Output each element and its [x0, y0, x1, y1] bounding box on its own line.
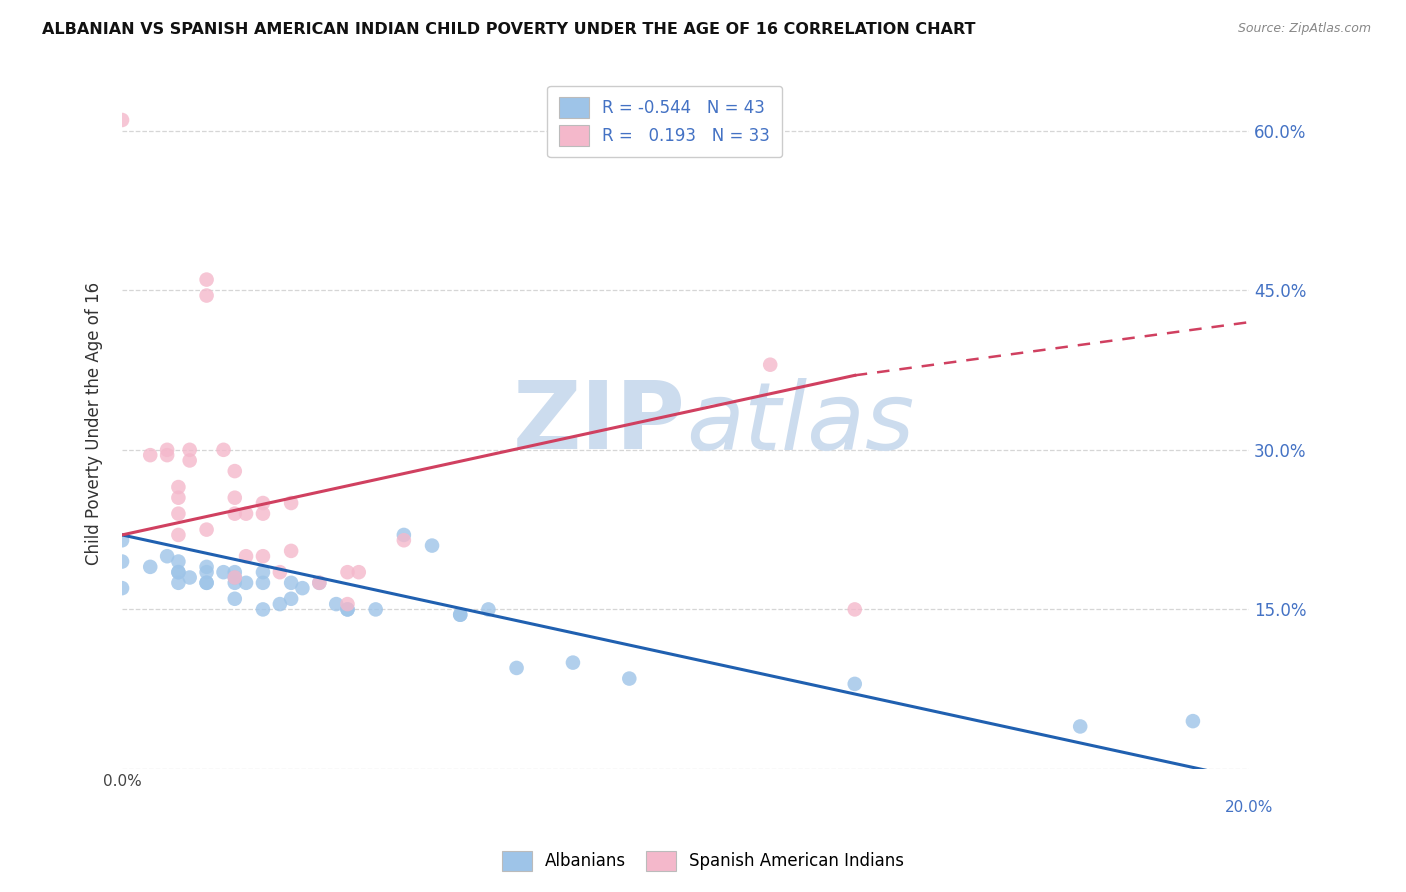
Point: [336, 597, 359, 611]
Point: [336, 565, 359, 579]
Point: [167, 565, 190, 579]
Y-axis label: Child Poverty Under the Age of 16: Child Poverty Under the Age of 16: [86, 282, 103, 565]
Point: [167, 555, 190, 569]
Point: [224, 591, 246, 606]
Point: [449, 607, 471, 622]
Point: [308, 575, 330, 590]
Point: [336, 602, 359, 616]
Point: [280, 591, 302, 606]
Point: [280, 496, 302, 510]
Point: [167, 491, 190, 505]
Point: [392, 528, 415, 542]
Point: [224, 570, 246, 584]
Legend: Albanians, Spanish American Indians: Albanians, Spanish American Indians: [494, 842, 912, 880]
Point: [224, 491, 246, 505]
Point: [308, 575, 330, 590]
Point: [280, 544, 302, 558]
Text: ALBANIAN VS SPANISH AMERICAN INDIAN CHILD POVERTY UNDER THE AGE OF 16 CORRELATIO: ALBANIAN VS SPANISH AMERICAN INDIAN CHIL…: [42, 22, 976, 37]
Point: [224, 507, 246, 521]
Point: [224, 575, 246, 590]
Point: [252, 496, 274, 510]
Point: [235, 575, 257, 590]
Point: [252, 602, 274, 616]
Point: [280, 575, 302, 590]
Point: [392, 533, 415, 548]
Text: atlas: atlas: [686, 377, 914, 468]
Point: [111, 533, 134, 548]
Point: [224, 565, 246, 579]
Legend: R = -0.544   N = 43, R =   0.193   N = 33: R = -0.544 N = 43, R = 0.193 N = 33: [547, 86, 782, 157]
Point: [269, 565, 291, 579]
Point: [195, 575, 218, 590]
Point: [252, 507, 274, 521]
Point: [156, 549, 179, 564]
Point: [1069, 719, 1091, 733]
Point: [212, 442, 235, 457]
Point: [505, 661, 527, 675]
Point: [291, 581, 314, 595]
Point: [336, 602, 359, 616]
Point: [561, 656, 583, 670]
Point: [111, 113, 134, 128]
Text: 20.0%: 20.0%: [1225, 799, 1274, 814]
Text: Source: ZipAtlas.com: Source: ZipAtlas.com: [1237, 22, 1371, 36]
Point: [235, 549, 257, 564]
Point: [195, 523, 218, 537]
Point: [420, 539, 443, 553]
Point: [252, 575, 274, 590]
Point: [139, 448, 162, 462]
Point: [224, 464, 246, 478]
Point: [844, 677, 866, 691]
Point: [111, 581, 134, 595]
Point: [325, 597, 347, 611]
Point: [235, 507, 257, 521]
Text: ZIP: ZIP: [513, 377, 686, 469]
Point: [167, 507, 190, 521]
Point: [139, 559, 162, 574]
Point: [759, 358, 782, 372]
Point: [224, 570, 246, 584]
Point: [195, 575, 218, 590]
Point: [167, 565, 190, 579]
Point: [156, 442, 179, 457]
Point: [364, 602, 387, 616]
Point: [111, 555, 134, 569]
Point: [477, 602, 499, 616]
Point: [844, 602, 866, 616]
Point: [167, 528, 190, 542]
Point: [167, 480, 190, 494]
Point: [252, 565, 274, 579]
Point: [195, 565, 218, 579]
Point: [1181, 714, 1204, 728]
Point: [195, 272, 218, 286]
Point: [179, 453, 201, 467]
Point: [347, 565, 370, 579]
Point: [179, 570, 201, 584]
Point: [619, 672, 641, 686]
Point: [212, 565, 235, 579]
Point: [167, 575, 190, 590]
Point: [179, 442, 201, 457]
Point: [252, 549, 274, 564]
Point: [269, 597, 291, 611]
Point: [449, 607, 471, 622]
Point: [195, 559, 218, 574]
Point: [195, 288, 218, 302]
Point: [156, 448, 179, 462]
